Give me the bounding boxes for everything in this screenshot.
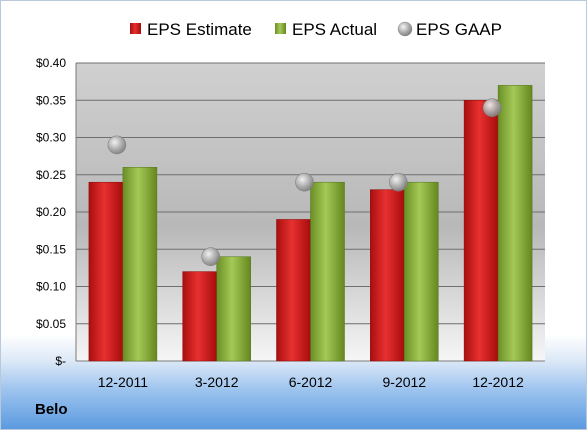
- x-tick-label: 12-2011: [98, 374, 149, 390]
- point-eps-gaap: [201, 247, 220, 266]
- x-tick-label: 12-2012: [472, 374, 524, 390]
- x-tick-label: 6-2012: [289, 374, 333, 390]
- bars: [88, 85, 533, 362]
- point-eps-gaap: [295, 172, 314, 192]
- legend: EPS Estimate EPS Actual EPS GAAP: [130, 20, 502, 39]
- x-tick-label: 9-2012: [383, 374, 427, 390]
- bar-eps-estimate: [88, 181, 124, 362]
- y-tick-label: $0.15: [36, 242, 66, 256]
- y-tick-label: $0.20: [36, 205, 66, 219]
- y-tick-label: $0.25: [36, 168, 66, 182]
- company-name: Belo: [35, 401, 68, 418]
- legend-label: EPS Actual: [292, 20, 377, 39]
- y-axis-ticks: $- $0.05 $0.10 $0.15 $0.20 $0.25 $0.30 $0.35 $0.…: [36, 56, 66, 368]
- y-tick-label: $0.35: [36, 93, 66, 107]
- x-axis-ticks: 12-2011 3-2012 6-2012 9-2012 12-2012: [98, 374, 524, 390]
- point-eps-gaap: [388, 172, 408, 192]
- legend-label: EPS GAAP: [416, 20, 502, 39]
- point-eps-gaap: [107, 135, 127, 155]
- legend-label: EPS Estimate: [147, 20, 252, 39]
- x-tick-label: 3-2012: [195, 374, 239, 390]
- bar-eps-actual: [310, 181, 345, 362]
- bar-eps-estimate: [463, 100, 499, 362]
- bar-eps-estimate: [370, 189, 405, 362]
- bar-eps-estimate: [276, 219, 311, 362]
- y-tick-label: $0.40: [36, 56, 66, 70]
- y-tick-label: $0.30: [36, 131, 66, 145]
- legend-swatch: [397, 21, 413, 37]
- bar-eps-actual: [404, 181, 439, 362]
- bar-eps-actual: [497, 85, 533, 362]
- y-tick-label: $-: [55, 354, 66, 368]
- legend-swatch: [130, 23, 141, 34]
- point-eps-gaap: [482, 98, 502, 117]
- bar-eps-actual: [122, 167, 158, 362]
- y-tick-label: $0.05: [36, 317, 66, 331]
- legend-swatch: [275, 23, 286, 34]
- gaap-points: [107, 98, 502, 266]
- y-tick-label: $0.10: [36, 280, 66, 294]
- bar-eps-estimate: [182, 271, 217, 362]
- bar-eps-actual: [216, 256, 251, 362]
